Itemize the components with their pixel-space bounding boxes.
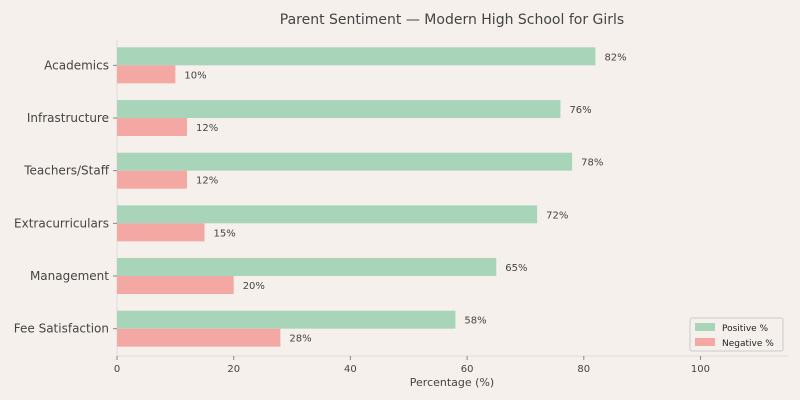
data-label: 76% [569,105,591,116]
data-label: 12% [196,123,218,134]
legend-swatch [695,323,715,331]
category-label: Extracurriculars [14,216,109,230]
data-label: 58% [464,316,486,327]
data-label: 78% [581,158,603,169]
positive-bar [117,258,497,276]
category-label: Management [30,269,109,283]
bars-group: 82% 10% 76% 12% 78% 12% 72% 15% 65% 20% 58% 28% [117,47,627,347]
negative-bar [117,118,188,136]
axes: 0 20 40 60 80 100 Academics Infrastructure Teach… [14,40,788,375]
negative-bar [117,170,188,189]
category-label: Infrastructure [27,111,109,125]
positive-bar [117,47,596,66]
x-tick-label: 60 [461,364,474,375]
x-tick-label: 80 [577,364,590,375]
x-tick-label: 100 [691,364,710,375]
positive-bar [117,152,573,171]
legend-swatch [695,338,715,346]
data-label: 20% [243,281,265,292]
data-label: 12% [196,176,218,187]
positive-bar [117,205,538,224]
legend-label: Negative % [722,339,774,349]
positive-bar [117,100,561,118]
legend: Positive % Negative % [689,317,784,352]
data-label: 10% [184,70,206,81]
x-tick-label: 20 [227,364,240,375]
negative-bar [117,223,205,242]
x-axis-label: Percentage (%) [410,376,494,389]
data-label: 82% [604,52,626,63]
chart-title: Parent Sentiment — Modern High School fo… [280,12,624,28]
data-label: 28% [289,334,311,345]
x-tick-label: 40 [344,364,357,375]
data-label: 72% [546,210,568,221]
category-label: Fee Satisfaction [14,322,109,336]
category-label: Teachers/Staff [23,164,110,178]
legend-label: Positive % [722,324,769,334]
positive-bar [117,310,456,329]
category-label: Academics [44,58,109,72]
x-tick-label: 0 [114,364,120,375]
data-label: 15% [214,228,236,239]
negative-bar [117,276,234,294]
negative-bar [117,65,176,84]
negative-bar [117,328,281,347]
data-label: 65% [505,263,527,274]
